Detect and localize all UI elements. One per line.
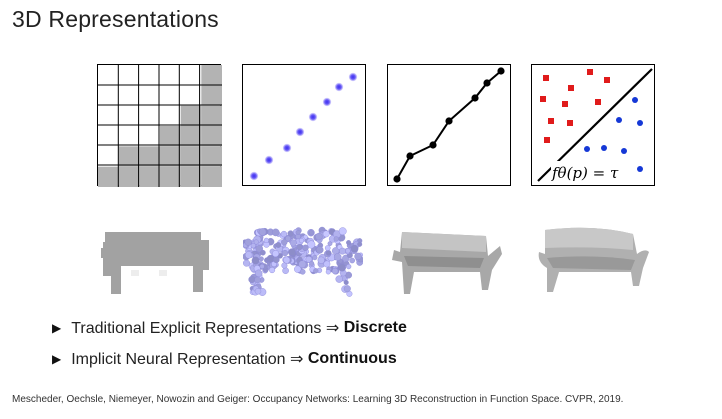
bullet-arrow-icon: ▶ (52, 321, 62, 335)
bullet-explicit-bold: Discrete (343, 319, 407, 336)
slide-title: 3D Representations (12, 6, 219, 32)
blue-class-points (584, 97, 643, 172)
voxel-bench-image (101, 232, 209, 294)
voxel-grid-panel (97, 64, 222, 187)
point-cloud (249, 72, 358, 181)
point-bench-image (243, 226, 363, 297)
mesh-bench-image (392, 232, 502, 294)
bullet-implicit-text: Implicit Neural Representation ⇒ (71, 351, 304, 368)
implicit-function-formula: fθ(p) = τ (551, 164, 619, 182)
red-class-points (540, 69, 610, 143)
bullet-implicit-bold: Continuous (307, 350, 397, 367)
bullet-explicit-text: Traditional Explicit Representations ⇒ (71, 320, 340, 337)
citation: Mescheder, Oechsle, Niemeyer, Nowozin an… (12, 394, 624, 405)
voxel-grid (98, 65, 222, 187)
bullet-arrow-icon: ▶ (52, 352, 62, 366)
bullet-implicit: ▶ Implicit Neural Representation ⇒ Conti… (52, 349, 397, 369)
point-cloud-panel (242, 64, 366, 186)
bullet-explicit: ▶ Traditional Explicit Representations ⇒… (52, 318, 407, 338)
implicit-function-panel: fθ(p) = τ (531, 64, 655, 186)
decision-boundary: fθ(p) = τ (537, 68, 653, 183)
mesh-polyline (393, 67, 505, 183)
mesh-panel (387, 64, 511, 186)
implicit-bench-image (538, 227, 649, 292)
